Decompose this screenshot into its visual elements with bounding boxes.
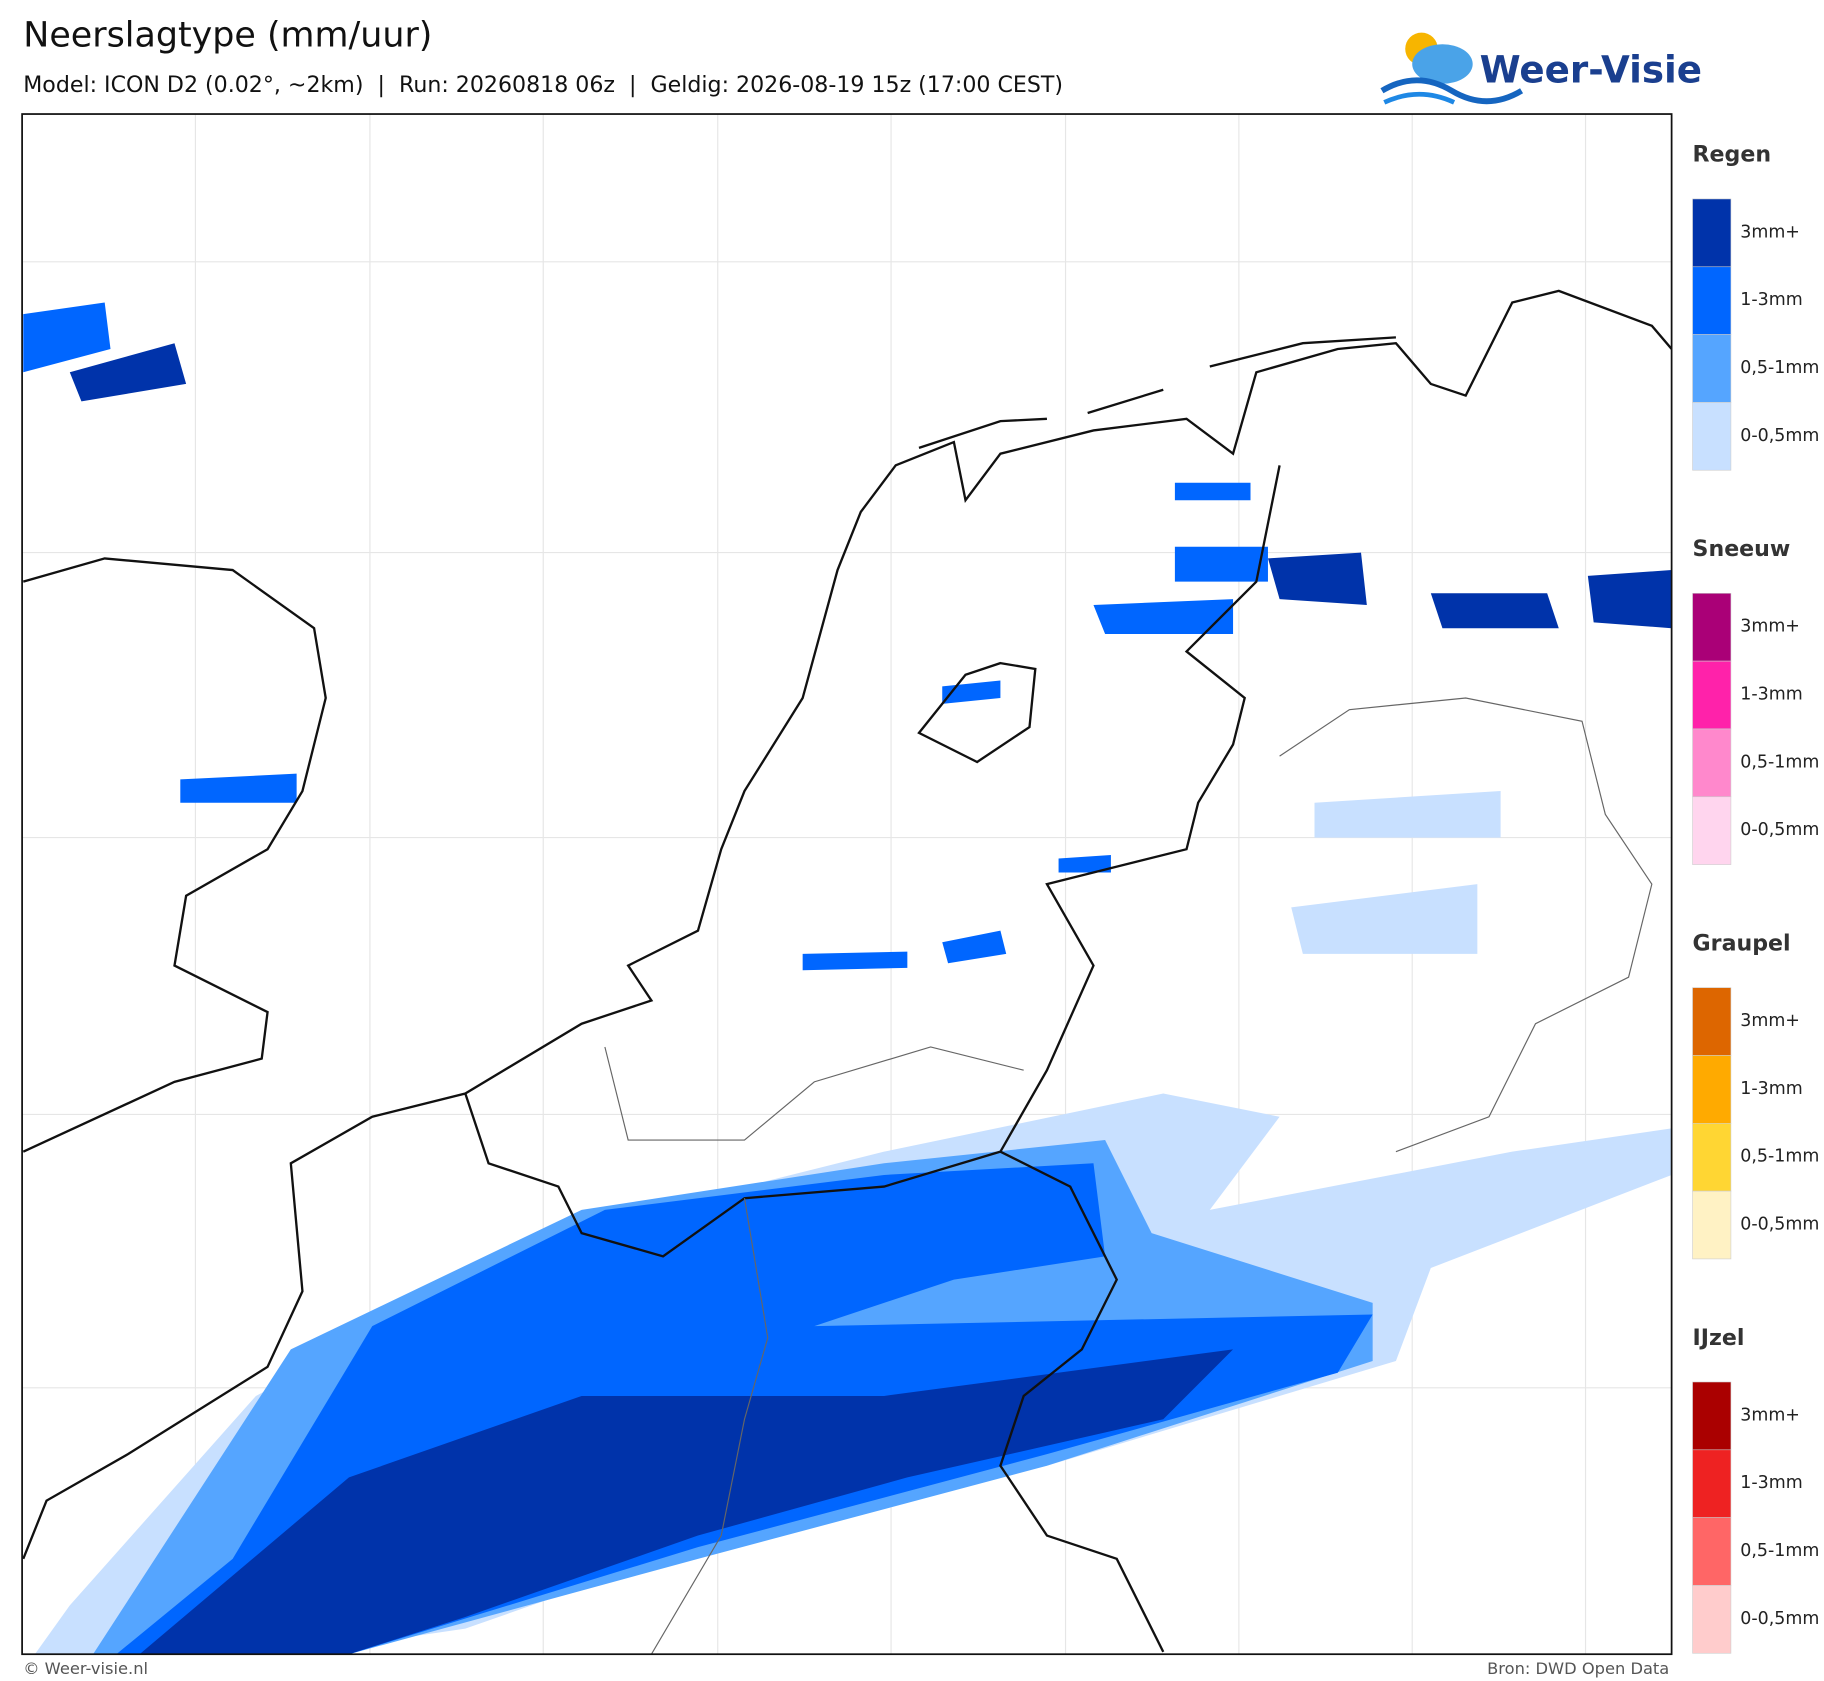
- legend-swatch: [1692, 660, 1732, 730]
- legend-swatch: [1692, 334, 1732, 403]
- map: [22, 114, 1672, 1655]
- legend-label: 1-3mm: [1740, 1473, 1802, 1493]
- legend-swatch: [1692, 1517, 1732, 1586]
- legend-swatch: [1692, 1449, 1732, 1518]
- legend-swatch: [1692, 1055, 1732, 1124]
- legend-swatch: [1692, 402, 1732, 471]
- footer-right: Bron: DWD Open Data: [1487, 1659, 1669, 1678]
- legend-title: IJzel: [1693, 1325, 1745, 1351]
- legend-label: 0-0,5mm: [1740, 426, 1819, 446]
- legend-swatch: [1692, 1381, 1732, 1451]
- legend-swatch: [1692, 1585, 1732, 1654]
- legend-swatch: [1692, 1122, 1732, 1192]
- legend-label: 3mm+: [1740, 1405, 1800, 1425]
- legend-swatch: [1692, 796, 1732, 865]
- subtitle: Model: ICON D2 (0.02°, ~2km) | Run: 2026…: [23, 72, 1063, 98]
- legend-swatch: [1692, 266, 1732, 335]
- legend-label: 3mm+: [1740, 222, 1800, 242]
- legend-label: 0,5-1mm: [1740, 1147, 1819, 1167]
- legend-swatch: [1692, 987, 1732, 1056]
- legend-label: 1-3mm: [1740, 290, 1802, 310]
- legend-label: 1-3mm: [1740, 1079, 1802, 1099]
- logo: Weer-Visie: [1380, 32, 1702, 105]
- legend-swatch: [1692, 1190, 1732, 1260]
- legend-title: Regen: [1693, 142, 1772, 168]
- legend-label: 0,5-1mm: [1740, 752, 1819, 772]
- legend-swatch: [1692, 198, 1732, 268]
- legend-swatch: [1692, 593, 1732, 662]
- legend-label: 0-0,5mm: [1740, 1214, 1819, 1234]
- map-frame: [21, 113, 1673, 1656]
- legend-title: Sneeuw: [1693, 536, 1791, 562]
- legend-label: 3mm+: [1740, 1011, 1800, 1031]
- footer-left: © Weer-visie.nl: [23, 1659, 148, 1678]
- logo-text: Weer-Visie: [1480, 48, 1702, 92]
- legend-title: Graupel: [1693, 930, 1791, 956]
- legend-label: 0-0,5mm: [1740, 820, 1819, 840]
- legend-label: 1-3mm: [1740, 685, 1802, 705]
- legend-swatch: [1692, 728, 1732, 798]
- legend-label: 0,5-1mm: [1740, 1541, 1819, 1561]
- legend-label: 0,5-1mm: [1740, 358, 1819, 378]
- title: Neerslagtype (mm/uur): [23, 16, 432, 56]
- legend-label: 0-0,5mm: [1740, 1609, 1819, 1629]
- legend-label: 3mm+: [1740, 617, 1800, 637]
- legend: Regen 3mm+ 1-3mm 0,5-1mm 0-0,5mm Sneeuw 3mm+ 1-…: [1692, 142, 1819, 1654]
